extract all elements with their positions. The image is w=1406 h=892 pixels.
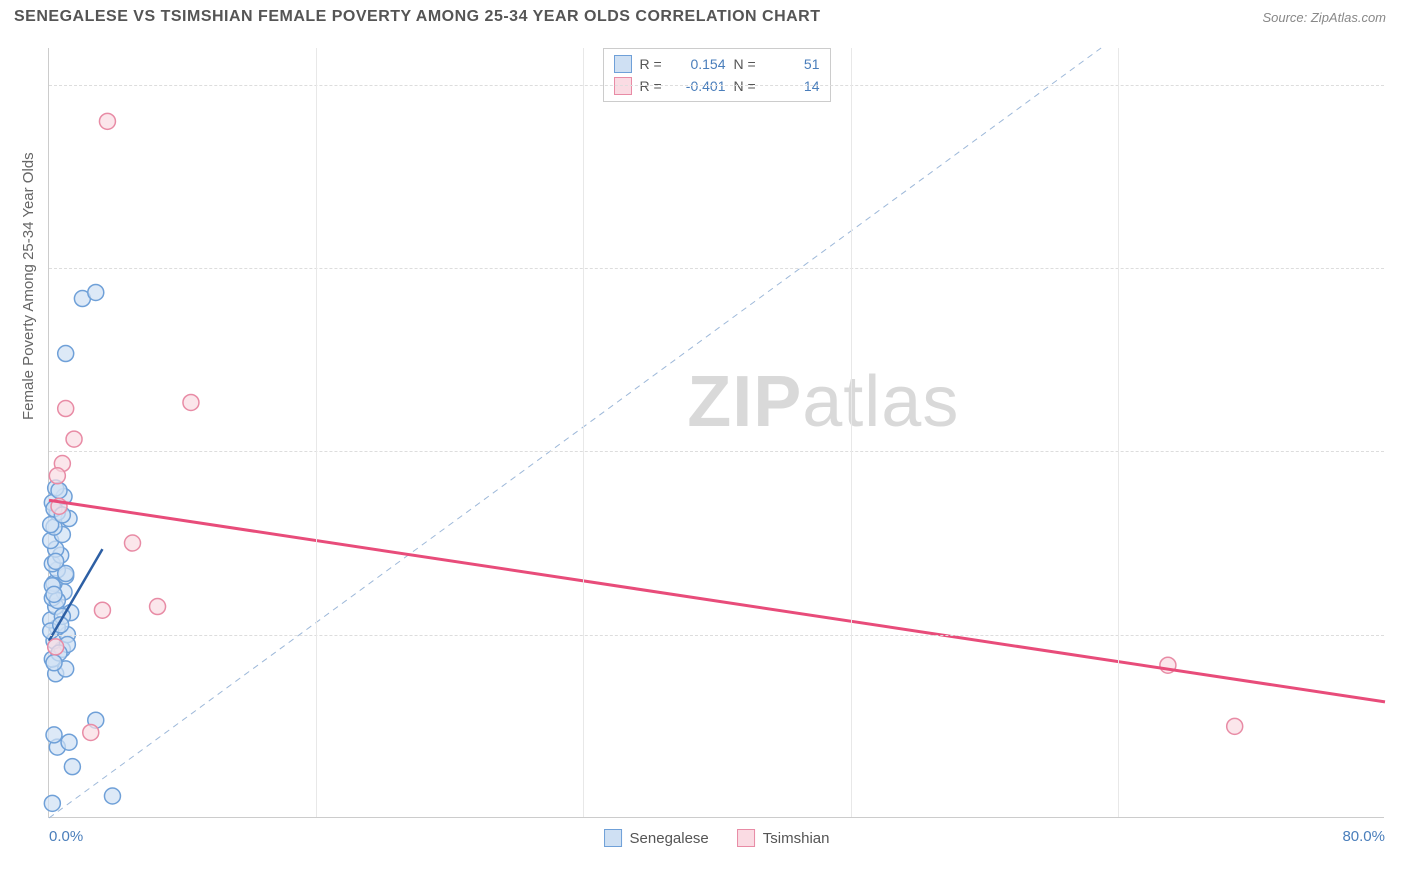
legend-series: Senegalese Tsimshian [604, 829, 830, 847]
legend-n-label: N = [734, 56, 762, 72]
legend-r-label: R = [640, 56, 668, 72]
scatter-svg [49, 48, 1384, 817]
legend-n-label: N = [734, 78, 762, 94]
legend-series-label: Tsimshian [763, 830, 830, 847]
data-point [150, 599, 166, 615]
legend-n-value: 14 [770, 78, 820, 94]
data-point [83, 724, 99, 740]
legend-swatch [737, 829, 755, 847]
identity-line [49, 48, 1101, 818]
data-point [46, 586, 62, 602]
legend-n-value: 51 [770, 56, 820, 72]
y-tick-label: 60.0% [1394, 76, 1406, 93]
y-tick-label: 15.0% [1394, 626, 1406, 643]
legend-series-item: Tsimshian [737, 829, 830, 847]
data-point [1227, 718, 1243, 734]
trend-line [49, 500, 1385, 702]
data-point [125, 535, 141, 551]
data-point [94, 602, 110, 618]
data-point [183, 394, 199, 410]
data-point [66, 431, 82, 447]
legend-stat-row: R = -0.401 N = 14 [614, 75, 820, 97]
data-point [58, 346, 74, 362]
x-tick-label: 80.0% [1342, 828, 1385, 845]
gridline-v [583, 48, 584, 817]
data-point [58, 401, 74, 417]
legend-stats: R = 0.154 N = 51 R = -0.401 N = 14 [603, 48, 831, 102]
chart-source: Source: ZipAtlas.com [1262, 10, 1386, 25]
legend-r-label: R = [640, 78, 668, 94]
x-tick-label: 0.0% [49, 828, 83, 845]
data-point [99, 113, 115, 129]
gridline-v [316, 48, 317, 817]
legend-r-value: -0.401 [676, 78, 726, 94]
y-axis-label: Female Poverty Among 25-34 Year Olds [20, 152, 37, 420]
legend-stat-row: R = 0.154 N = 51 [614, 53, 820, 75]
data-point [61, 734, 77, 750]
gridline-h [49, 635, 1384, 636]
data-point [46, 727, 62, 743]
chart-title: SENEGALESE VS TSIMSHIAN FEMALE POVERTY A… [14, 8, 821, 26]
gridline-v [1118, 48, 1119, 817]
legend-swatch [614, 77, 632, 95]
data-point [48, 553, 64, 569]
legend-series-label: Senegalese [630, 830, 709, 847]
legend-r-value: 0.154 [676, 56, 726, 72]
data-point [44, 795, 60, 811]
chart-header: SENEGALESE VS TSIMSHIAN FEMALE POVERTY A… [0, 0, 1406, 30]
chart-plot-area: ZIPatlas R =0.154N =51R =-0.401N =14 Sen… [48, 48, 1384, 818]
y-tick-label: 30.0% [1394, 443, 1406, 460]
data-point [51, 482, 67, 498]
gridline-h [49, 451, 1384, 452]
data-point [64, 759, 80, 775]
gridline-h [49, 85, 1384, 86]
gridline-v [851, 48, 852, 817]
data-point [48, 639, 64, 655]
legend-swatch [614, 55, 632, 73]
data-point [88, 284, 104, 300]
legend-swatch [604, 829, 622, 847]
data-point [104, 788, 120, 804]
y-tick-label: 45.0% [1394, 260, 1406, 277]
data-point [49, 468, 65, 484]
gridline-h [49, 268, 1384, 269]
legend-series-item: Senegalese [604, 829, 709, 847]
data-point [46, 655, 62, 671]
